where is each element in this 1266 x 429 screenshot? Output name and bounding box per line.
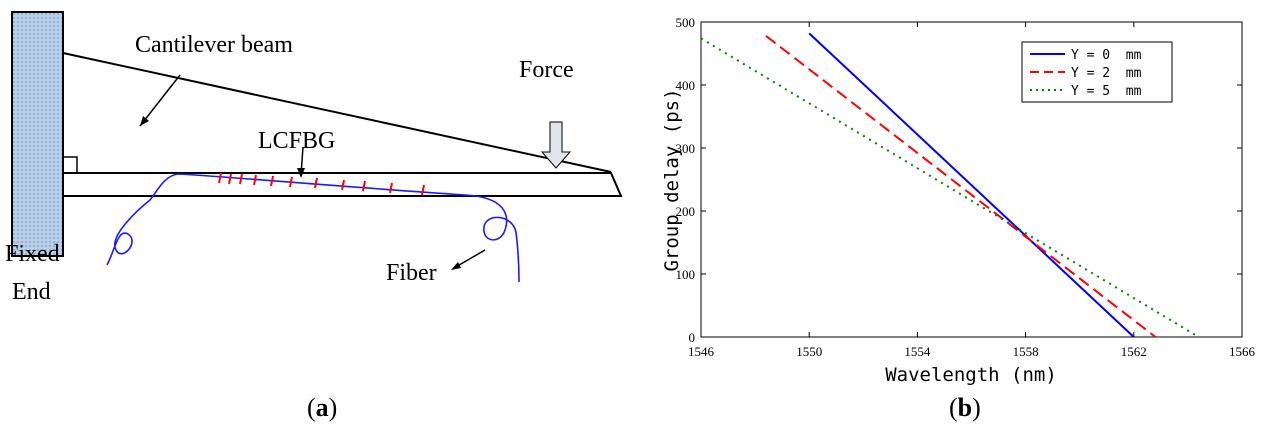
x-axis-ticks: 1546 1550 1554 1558 1562 1566 — [688, 22, 1256, 359]
grating-marks — [218, 172, 425, 196]
cantilever-schematic: Cantilever beam Force LCFBG Fixed End Fi… — [5, 11, 623, 305]
x-tick-label: 1562 — [1121, 344, 1147, 359]
series-line-1 — [765, 35, 1157, 338]
series-lines — [700, 32, 1200, 338]
end-label: End — [12, 279, 51, 305]
force-label: Force — [519, 57, 574, 83]
y-tick-label: 0 — [689, 330, 696, 345]
series-line-2 — [700, 37, 1200, 338]
y-axis-ticks: 0 100 200 300 400 500 — [676, 15, 1242, 345]
beam-body — [63, 172, 623, 197]
lcfbg-pointer-arrow — [297, 146, 305, 178]
x-tick-label: 1558 — [1013, 344, 1039, 359]
y-tick-label: 300 — [676, 141, 696, 156]
panel-a-caption: (a) — [307, 393, 338, 422]
cantilever-pointer-arrow — [139, 74, 181, 127]
y-tick-label: 500 — [676, 15, 696, 30]
fixed-label: Fixed — [5, 241, 60, 267]
fiber-pointer-arrow — [451, 249, 486, 270]
plot-area — [700, 21, 1243, 338]
legend: Y = 0 mm Y = 2 mm Y = 5 mm — [1021, 41, 1173, 103]
panel-b-caption: (b) — [949, 393, 981, 422]
y-tick-label: 100 — [676, 267, 696, 282]
force-arrow — [540, 121, 572, 169]
y-tick-label: 200 — [676, 204, 696, 219]
series-line-0 — [808, 32, 1135, 338]
x-tick-label: 1566 — [1229, 344, 1256, 359]
legend-label-y0: Y = 0 mm — [1071, 48, 1142, 63]
right-angle-marker — [63, 156, 78, 173]
y-tick-label: 400 — [676, 78, 696, 93]
group-delay-chart: 1546 1550 1554 1558 1562 1566 0 100 200 300 400 50… — [661, 15, 1256, 386]
legend-label-y5: Y = 5 mm — [1071, 84, 1142, 99]
optical-fiber — [106, 173, 520, 283]
x-tick-label: 1554 — [904, 344, 931, 359]
cantilever-beam-label: Cantilever beam — [135, 32, 293, 58]
fixed-wall — [11, 11, 64, 257]
lcfbg-label: LCFBG — [258, 128, 335, 154]
x-tick-label: 1546 — [688, 344, 715, 359]
fiber-label: Fiber — [386, 260, 437, 286]
x-tick-label: 1550 — [796, 344, 822, 359]
legend-label-y2: Y = 2 mm — [1071, 66, 1142, 81]
y-axis-label: Group delay (ps) — [661, 88, 683, 271]
x-axis-label: Wavelength (nm) — [885, 364, 1057, 386]
beam-inclined-edge — [62, 52, 612, 173]
